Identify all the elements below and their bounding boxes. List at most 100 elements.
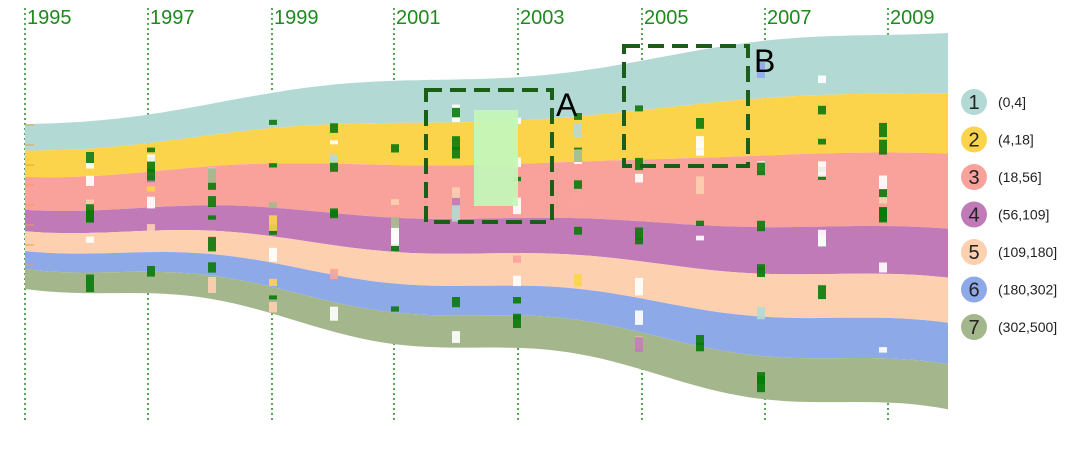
sample-marker	[757, 162, 765, 176]
annotation-label-A: A	[556, 87, 578, 123]
sample-marker	[391, 207, 399, 226]
sample-marker	[879, 196, 887, 204]
sample-marker	[818, 138, 826, 145]
legend-range-3: (18,56]	[998, 169, 1042, 185]
sample-marker	[208, 262, 216, 273]
year-labels: 1995 1997 1999 2001 2003 2005 2007 2009	[27, 7, 935, 29]
sample-marker	[879, 347, 887, 353]
legend-range-2: (4,18]	[998, 132, 1034, 148]
legend: 1 (0,4] 2 (4,18] 3 (18,56] 4 (56,109] 5 (109,180]…	[961, 89, 1057, 340]
legend-range-6: (180,302]	[998, 282, 1057, 298]
sample-marker	[330, 162, 338, 172]
sample-marker	[696, 176, 704, 195]
legend-swatch-7	[961, 314, 987, 340]
sample-marker	[452, 192, 460, 208]
sample-marker	[452, 187, 460, 198]
sample-marker	[696, 235, 704, 241]
sample-marker	[635, 310, 643, 325]
sample-marker	[452, 136, 460, 150]
sample-marker	[879, 189, 887, 198]
legend-range-1: (0,4]	[998, 94, 1026, 110]
sample-marker	[574, 274, 582, 287]
sample-markers	[25, 62, 887, 393]
sample-marker	[879, 207, 887, 222]
sample-marker	[696, 335, 704, 346]
sample-marker	[879, 262, 887, 273]
legend-swatch-2	[961, 126, 987, 153]
year-label-1999: 1999	[274, 7, 319, 29]
sample-marker	[330, 140, 338, 145]
sample-marker	[818, 75, 826, 84]
sample-marker	[147, 147, 155, 153]
year-label-1995: 1995	[27, 7, 72, 29]
legend-number-7: 7	[968, 317, 979, 339]
legend-swatch-1	[961, 89, 987, 115]
sample-marker	[452, 205, 460, 222]
sample-marker	[513, 315, 521, 328]
legend-number-3: 3	[968, 167, 979, 189]
sample-marker	[269, 215, 277, 231]
sample-marker	[86, 152, 94, 163]
sample-marker	[269, 119, 277, 125]
sample-marker	[757, 307, 765, 320]
highlight-fill	[474, 110, 518, 206]
year-label-2007: 2007	[767, 7, 812, 29]
legend-number-1: 1	[968, 92, 979, 114]
sample-marker	[86, 274, 94, 293]
sample-marker	[86, 204, 94, 222]
sample-marker	[330, 123, 338, 133]
sample-marker	[391, 199, 399, 205]
legend-range-5: (109,180]	[998, 244, 1057, 260]
sample-marker	[208, 168, 216, 184]
sample-marker	[818, 229, 826, 247]
sample-marker	[147, 168, 155, 181]
sample-marker	[513, 297, 521, 304]
sample-marker	[330, 306, 338, 321]
sample-marker	[391, 240, 399, 252]
sample-marker	[635, 227, 643, 240]
sample-marker	[513, 255, 521, 263]
sample-marker	[818, 105, 826, 115]
legend-swatch-6	[961, 276, 987, 303]
sample-marker	[574, 123, 582, 138]
legend-swatch-5	[961, 239, 987, 265]
sample-marker	[452, 331, 460, 343]
year-label-1997: 1997	[150, 7, 195, 29]
stream-layer-6	[25, 251, 948, 365]
sample-marker	[330, 154, 338, 163]
sample-marker	[513, 313, 521, 320]
sample-marker	[391, 306, 399, 312]
sample-marker	[757, 264, 765, 270]
sample-marker	[635, 173, 643, 183]
sample-marker	[452, 107, 460, 118]
sample-marker	[818, 285, 826, 300]
legend-range-7: (302,500]	[998, 319, 1057, 335]
sample-marker	[208, 237, 216, 252]
legend-swatch-4	[961, 201, 987, 228]
sample-marker	[330, 208, 338, 219]
annotation-box-A	[424, 88, 554, 224]
legend-number-5: 5	[968, 242, 979, 264]
year-label-2009: 2009	[890, 7, 935, 29]
sample-marker	[696, 118, 704, 129]
sample-marker	[696, 220, 704, 226]
sample-marker	[269, 278, 277, 286]
sample-marker	[818, 174, 826, 180]
legend-number-2: 2	[968, 130, 979, 152]
sample-marker	[391, 144, 399, 153]
sample-marker	[879, 139, 887, 155]
sample-marker	[208, 215, 216, 220]
sample-marker	[330, 268, 338, 280]
sample-marker	[208, 182, 216, 190]
sample-marker	[391, 228, 399, 246]
stream-layer-4	[25, 205, 948, 278]
sample-marker	[269, 202, 277, 209]
sample-marker	[696, 144, 704, 156]
sample-marker	[635, 157, 643, 171]
sample-marker	[879, 175, 887, 190]
sample-marker	[452, 297, 460, 308]
sample-marker	[635, 337, 643, 352]
legend-swatch-3	[961, 164, 987, 190]
highlight-region	[474, 110, 518, 206]
